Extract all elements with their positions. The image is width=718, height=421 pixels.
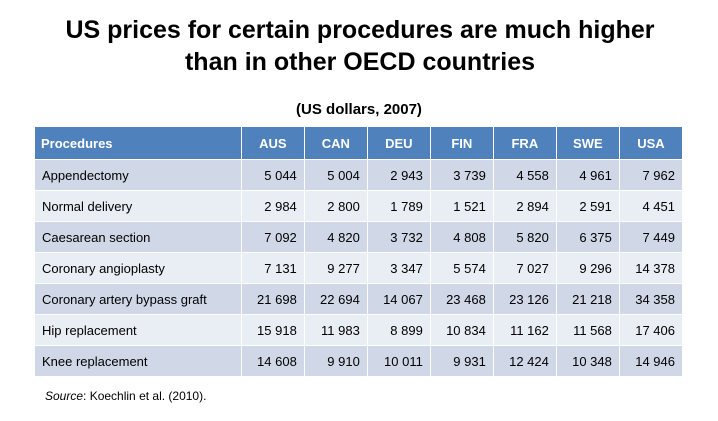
table-row: Normal delivery 2 984 2 800 1 789 1 521 2 894… bbox=[35, 190, 684, 222]
header-row: Procedures AUS CAN DEU FIN FRA SWE USA bbox=[35, 127, 684, 160]
price-cell: 4 820 bbox=[304, 221, 368, 253]
table-body: Appendectomy 5 044 5 004 2 943 3 739 4 558 4 9… bbox=[35, 159, 684, 376]
price-cell: 10 011 bbox=[367, 345, 431, 376]
table-row: Coronary angioplasty 7 131 9 277 3 347 5 574… bbox=[35, 252, 684, 284]
column-header: SWE bbox=[556, 127, 620, 160]
procedure-name: Knee replacement bbox=[35, 345, 242, 376]
title: US prices for certain procedures are muc… bbox=[65, 16, 655, 76]
price-cell: 6 375 bbox=[556, 221, 620, 253]
price-cell: 2 894 bbox=[493, 190, 557, 222]
procedure-name: Normal delivery bbox=[35, 190, 242, 222]
price-cell: 1 789 bbox=[367, 190, 431, 222]
table-row: Hip replacement 15 918 11 983 8 899 10 834 11… bbox=[35, 314, 684, 346]
price-cell: 7 027 bbox=[493, 252, 557, 284]
column-header: Procedures bbox=[35, 127, 242, 160]
price-cell: 11 983 bbox=[304, 314, 368, 346]
price-cell: 4 558 bbox=[493, 159, 557, 191]
price-cell: 3 739 bbox=[430, 159, 494, 191]
price-cell: 17 406 bbox=[619, 314, 684, 346]
price-cell: 9 931 bbox=[430, 345, 494, 376]
column-header: AUS bbox=[241, 127, 305, 160]
price-cell: 14 608 bbox=[241, 345, 305, 376]
price-cell: 3 732 bbox=[367, 221, 431, 253]
table-row: Coronary artery bypass graft 21 698 22 694… bbox=[35, 283, 684, 315]
price-cell: 9 910 bbox=[304, 345, 368, 376]
price-cell: 5 044 bbox=[241, 159, 305, 191]
price-cell: 4 451 bbox=[619, 190, 684, 222]
price-cell: 34 358 bbox=[619, 283, 684, 315]
procedure-name: Coronary angioplasty bbox=[35, 252, 242, 284]
price-cell: 14 067 bbox=[367, 283, 431, 315]
price-cell: 3 347 bbox=[367, 252, 431, 284]
price-cell: 11 162 bbox=[493, 314, 557, 346]
price-cell: 23 126 bbox=[493, 283, 557, 315]
price-cell: 15 918 bbox=[241, 314, 305, 346]
procedure-name: Coronary artery bypass graft bbox=[35, 283, 242, 315]
price-cell: 7 449 bbox=[619, 221, 684, 253]
price-cell: 5 820 bbox=[493, 221, 557, 253]
column-header: FIN bbox=[430, 127, 494, 160]
price-cell: 23 468 bbox=[430, 283, 494, 315]
price-cell: 2 984 bbox=[241, 190, 305, 222]
table-row: Caesarean section 7 092 4 820 3 732 4 808 5 8… bbox=[35, 221, 684, 253]
price-cell: 12 424 bbox=[493, 345, 557, 376]
price-cell: 9 296 bbox=[556, 252, 620, 284]
price-cell: 7 962 bbox=[619, 159, 684, 191]
column-header: USA bbox=[619, 127, 684, 160]
price-cell: 21 698 bbox=[241, 283, 305, 315]
source-text: : Koechlin et al. (2010). bbox=[83, 389, 207, 403]
price-cell: 5 004 bbox=[304, 159, 368, 191]
price-cell: 14 378 bbox=[619, 252, 684, 284]
price-table: Procedures AUS CAN DEU FIN FRA SWE USA Appendec… bbox=[35, 127, 684, 376]
price-cell: 2 800 bbox=[304, 190, 368, 222]
price-cell: 4 808 bbox=[430, 221, 494, 253]
price-cell: 9 277 bbox=[304, 252, 368, 284]
price-cell: 4 961 bbox=[556, 159, 620, 191]
price-cell: 7 092 bbox=[241, 221, 305, 253]
price-cell: 22 694 bbox=[304, 283, 368, 315]
column-header: FRA bbox=[493, 127, 557, 160]
price-cell: 21 218 bbox=[556, 283, 620, 315]
subtitle: (US dollars, 2007) bbox=[296, 101, 422, 118]
price-cell: 7 131 bbox=[241, 252, 305, 284]
procedure-name: Caesarean section bbox=[35, 221, 242, 253]
price-cell: 5 574 bbox=[430, 252, 494, 284]
procedure-name: Appendectomy bbox=[35, 159, 242, 191]
table-row: Appendectomy 5 044 5 004 2 943 3 739 4 558 4 9… bbox=[35, 159, 684, 191]
table-row: Knee replacement 14 608 9 910 10 011 9 931 12… bbox=[35, 345, 684, 376]
procedure-name: Hip replacement bbox=[35, 314, 242, 346]
price-cell: 8 899 bbox=[367, 314, 431, 346]
price-cell: 10 834 bbox=[430, 314, 494, 346]
price-cell: 10 348 bbox=[556, 345, 620, 376]
source-note: Source: Koechlin et al. (2010). bbox=[45, 389, 206, 403]
price-cell: 11 568 bbox=[556, 314, 620, 346]
source-label: Source bbox=[45, 389, 84, 403]
price-cell: 2 591 bbox=[556, 190, 620, 222]
price-cell: 1 521 bbox=[430, 190, 494, 222]
price-cell: 14 946 bbox=[619, 345, 684, 376]
price-cell: 2 943 bbox=[367, 159, 431, 191]
column-header: CAN bbox=[304, 127, 368, 160]
column-header: DEU bbox=[367, 127, 431, 160]
